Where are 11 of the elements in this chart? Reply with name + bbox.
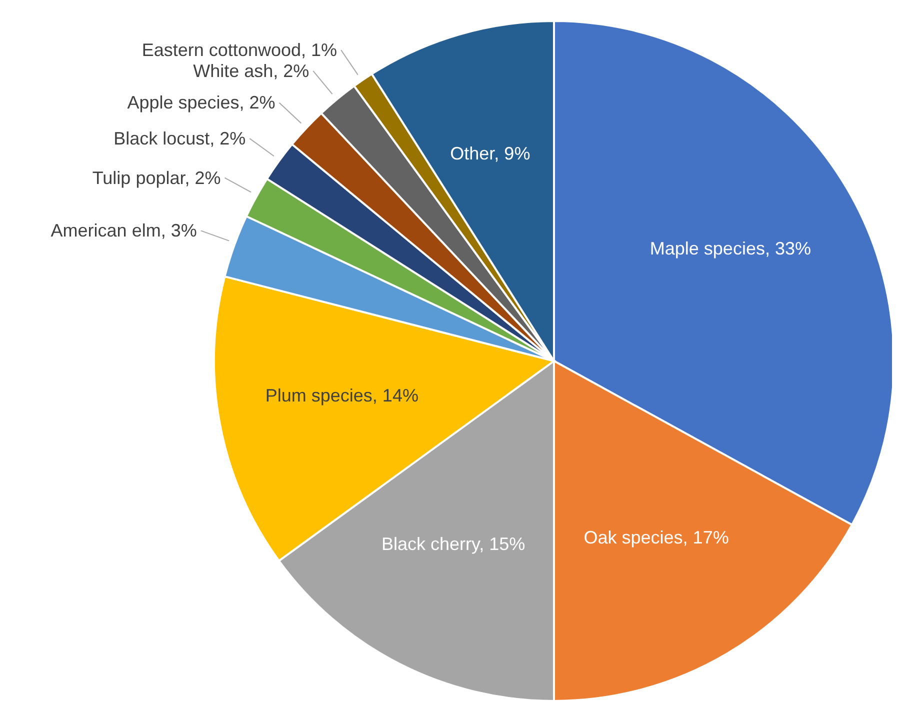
slice-label: Plum species, 14% bbox=[265, 386, 418, 406]
slice-label: Black locust, 2% bbox=[114, 128, 246, 149]
slice-label: Apple species, 2% bbox=[127, 92, 276, 113]
slice-label: White ash, 2% bbox=[193, 60, 310, 81]
slice-label: Tulip poplar, 2% bbox=[92, 168, 221, 188]
slice-label: American elm, 3% bbox=[50, 220, 197, 241]
slice-label: Oak species, 17% bbox=[584, 527, 729, 548]
slice-label: Maple species, 33% bbox=[650, 238, 811, 259]
slice-label: Eastern cottonwood, 1% bbox=[142, 40, 338, 60]
slice-label: Black cherry, 15% bbox=[381, 534, 526, 554]
slice-label: Other, 9% bbox=[450, 144, 530, 164]
